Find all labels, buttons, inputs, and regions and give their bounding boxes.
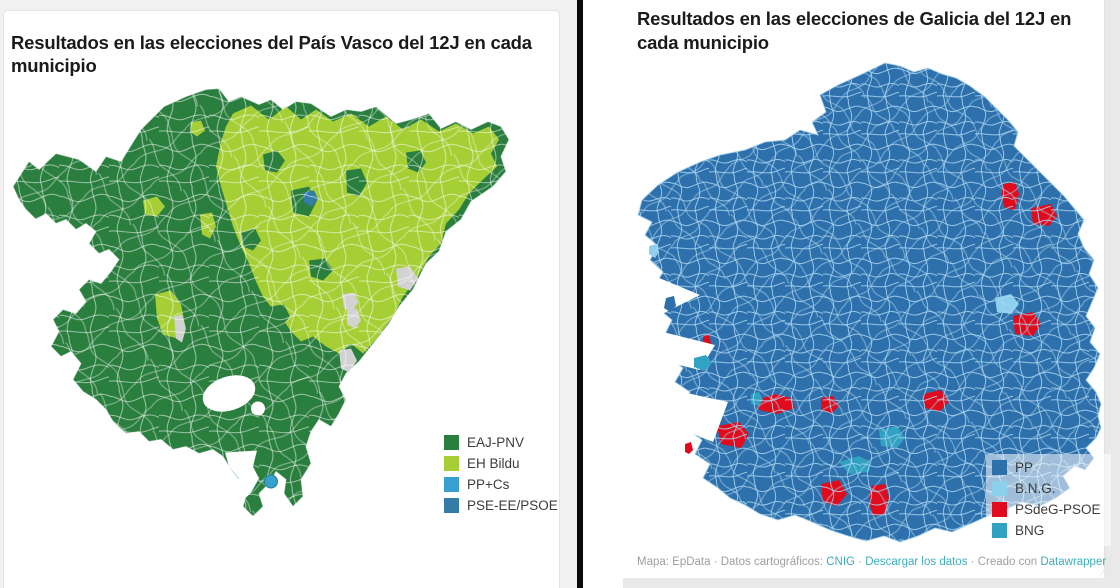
legend-swatch-psdeg-psoe xyxy=(992,502,1007,517)
right-gutter xyxy=(1104,0,1120,588)
galicia-legend: PP B.N.G. PSdeG-PSOE BNG xyxy=(986,454,1111,546)
panel-pais-vasco: Resultados en las elecciones del País Va… xyxy=(0,0,577,588)
legend-swatch-eaj-pnv xyxy=(444,435,459,450)
pp-cs-municipality xyxy=(264,474,278,489)
legend-item-eaj-pnv: EAJ-PNV xyxy=(444,435,558,450)
attribution-text: Mapa: EpData · Datos cartográficos: xyxy=(637,556,827,568)
panel-divider xyxy=(577,0,583,588)
legend-item-bng-teal: BNG xyxy=(992,523,1101,538)
legend-item-pp-cs: PP+Cs xyxy=(444,477,558,492)
legend-item-pp: PP xyxy=(992,460,1101,475)
island-teal xyxy=(694,355,712,371)
attribution-separator: · xyxy=(854,556,866,568)
municipality-borders-texture-2 xyxy=(13,88,509,517)
pais-vasco-card: Resultados en las elecciones del País Va… xyxy=(3,10,560,588)
download-data-link[interactable]: Descargar los datos xyxy=(865,556,968,568)
trevino-enclave xyxy=(202,375,265,503)
legend-swatch-bng-teal xyxy=(992,523,1007,538)
pais-vasco-map xyxy=(12,88,510,517)
map-attribution: Mapa: EpData · Datos cartográficos: CNIG… xyxy=(637,556,1106,568)
datawrapper-link[interactable]: Datawrapper xyxy=(1040,556,1107,568)
legend-label-pp: PP xyxy=(1015,460,1034,475)
legend-swatch-pse-ee-psoe xyxy=(444,498,459,513)
legend-item-pse-ee-psoe: PSE-EE/PSOE xyxy=(444,498,558,513)
legend-label-bng-lightblue: B.N.G. xyxy=(1015,481,1056,496)
legend-swatch-pp xyxy=(992,460,1007,475)
legend-swatch-eh-bildu xyxy=(444,456,459,471)
cnig-link[interactable]: CNIG xyxy=(826,556,855,568)
legend-item-psdeg-psoe: PSdeG-PSOE xyxy=(992,502,1101,517)
legend-item-bng-lightblue: B.N.G. xyxy=(992,481,1101,496)
galicia-map xyxy=(637,62,1102,543)
attribution-created-with: · Creado con xyxy=(967,556,1041,568)
legend-label-pp-cs: PP+Cs xyxy=(467,477,510,492)
pais-vasco-title: Resultados en las elecciones del País Va… xyxy=(11,32,532,76)
legend-label-pse-ee-psoe: PSE-EE/PSOE xyxy=(467,498,558,513)
bottom-gutter xyxy=(623,578,1120,588)
legend-label-eh-bildu: EH Bildu xyxy=(467,456,520,471)
galicia-title: Resultados en las elecciones de Galicia … xyxy=(637,8,1072,53)
pais-vasco-legend: EAJ-PNV EH Bildu PP+Cs PSE-EE/PSOE xyxy=(444,435,558,513)
legend-item-eh-bildu: EH Bildu xyxy=(444,456,558,471)
legend-label-bng-teal: BNG xyxy=(1015,523,1045,538)
panel-galicia: Resultados en las elecciones de Galicia … xyxy=(583,0,1120,588)
legend-label-psdeg-psoe: PSdeG-PSOE xyxy=(1015,502,1101,517)
legend-swatch-pp-cs xyxy=(444,477,459,492)
legend-swatch-bng-lightblue xyxy=(992,481,1007,496)
legend-label-eaj-pnv: EAJ-PNV xyxy=(467,435,525,450)
island-blue xyxy=(664,296,676,312)
